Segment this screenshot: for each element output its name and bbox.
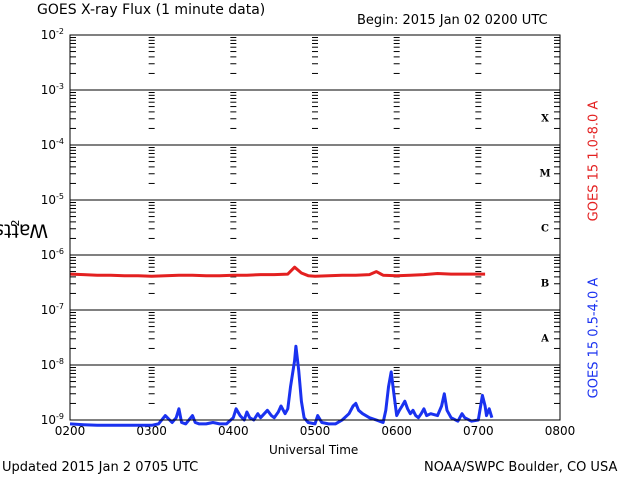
updated-time: Updated 2015 Jan 2 0705 UTC — [2, 460, 199, 475]
x-tick-label: 0300 — [136, 424, 167, 438]
y-tick-label: 10-6 — [41, 247, 64, 262]
x-tick-label: 0400 — [218, 424, 249, 438]
x-axis-label: Universal Time — [269, 443, 359, 457]
y-tick-label: 10-9 — [41, 412, 64, 427]
plot-frame — [69, 34, 561, 421]
grid-lines — [70, 37, 560, 404]
legend-short-label: GOES 15 0.5-4.0 A — [586, 277, 602, 399]
y-tick-label: 10-4 — [41, 137, 64, 152]
x-tick-label: 0500 — [300, 424, 331, 438]
series-line-short — [69, 344, 494, 427]
x-tick-label: 0200 — [55, 424, 86, 438]
flare-class-label: M — [539, 169, 550, 180]
flare-class-labels: A B C M X — [539, 114, 550, 345]
y-axis-label-base: Watts m — [0, 219, 49, 242]
flare-class-label: X — [541, 114, 549, 125]
axis-tick-labels: 0200 0300 0400 0500 0600 0700 0800 10-9 10-8 10-7… — [41, 27, 576, 438]
y-tick-label: 10-3 — [41, 82, 64, 97]
y-tick-label: 10-5 — [41, 192, 64, 207]
flare-class-label: C — [541, 224, 549, 235]
y-tick-label: 10-7 — [41, 302, 64, 317]
chart-title: GOES X-ray Flux (1 minute data) — [37, 2, 266, 18]
x-tick-label: 0600 — [381, 424, 412, 438]
x-tick-label: 0800 — [545, 424, 576, 438]
flare-class-label: A — [540, 334, 549, 345]
y-tick-label: 10-2 — [41, 27, 64, 42]
data-series — [69, 265, 494, 427]
flare-class-label: B — [541, 279, 549, 290]
y-tick-label: 10-8 — [41, 357, 64, 372]
credit-line: NOAA/SWPC Boulder, CO USA — [424, 460, 618, 475]
x-tick-label: 0700 — [463, 424, 494, 438]
legend-long-label: GOES 15 1.0-8.0 A — [586, 100, 602, 222]
series-line-long — [69, 265, 486, 278]
begin-time: Begin: 2015 Jan 02 0200 UTC — [357, 13, 548, 28]
